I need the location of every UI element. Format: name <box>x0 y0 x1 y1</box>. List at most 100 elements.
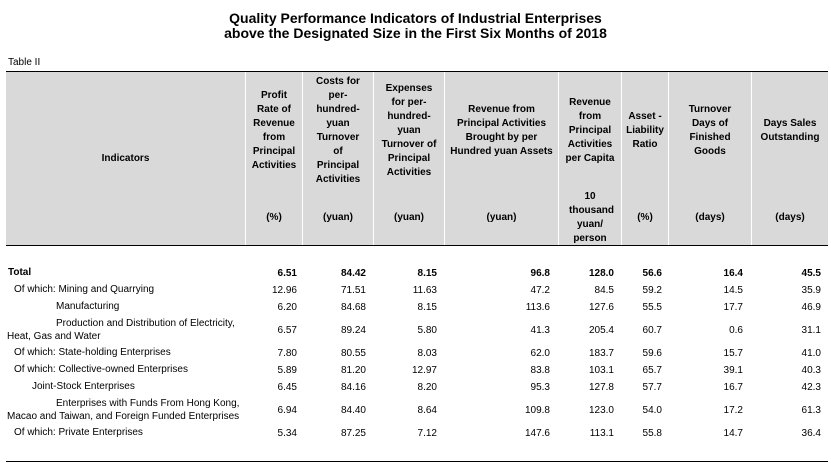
header-col-unit: (days) <box>775 211 805 223</box>
table-cell: 8.15 <box>417 301 437 313</box>
table-cell: 80.55 <box>340 347 366 359</box>
header-col-name: Revenue from Principal Activities per Ca… <box>565 97 615 164</box>
table-cell: 12.97 <box>411 364 437 376</box>
table-cell: 113.1 <box>589 427 614 439</box>
row-label: Joint-Stock Enterprises <box>32 381 135 392</box>
table-cell: 41.0 <box>801 347 821 359</box>
table-cell: 205.4 <box>588 325 614 336</box>
table-title: Quality Performance Indicators of Indust… <box>0 11 831 41</box>
table-cell: 8.20 <box>417 381 437 393</box>
table-cell: 65.7 <box>642 364 662 376</box>
title-line-1: Quality Performance Indicators of Indust… <box>229 10 602 26</box>
row-label: Of which: Collective-owned Enterprises <box>14 364 188 375</box>
table-cell: 46.9 <box>801 301 821 313</box>
table-cell: 128.0 <box>588 267 614 279</box>
table-cell: 36.4 <box>801 427 821 439</box>
header-col-unit: (days) <box>695 211 725 223</box>
row-label: Production and Distribution of Electrici… <box>7 318 235 342</box>
table-cell: 39.1 <box>723 364 743 376</box>
table-cell: 35.9 <box>801 284 821 296</box>
header-indicators: Indicators <box>101 153 150 164</box>
row-label: Of which: Private Enterprises <box>14 427 143 438</box>
table-cell: 6.94 <box>277 405 297 416</box>
table-cell: 103.1 <box>588 364 614 376</box>
table-cell: 54.0 <box>642 405 662 416</box>
table-cell: 31.1 <box>801 325 821 336</box>
table-cell: 5.89 <box>277 364 297 376</box>
table-cell: 57.7 <box>642 381 662 393</box>
table-cell: 61.3 <box>801 405 821 416</box>
table-cell: 84.68 <box>340 301 366 313</box>
table-cell: 81.20 <box>340 364 366 376</box>
table-cell: 56.6 <box>642 267 662 279</box>
header-col-name: Revenue from Principal Activities Brough… <box>450 104 553 157</box>
table-row: Of which: Private Enterprises 5.34 87.25… <box>6 426 828 440</box>
table-cell: 183.7 <box>588 347 614 359</box>
table-cell: 84.5 <box>594 284 614 296</box>
table-header: Indicators Profit Rate of Revenue from P… <box>6 71 828 246</box>
table-cell: 47.2 <box>530 284 550 296</box>
table-cell: 45.5 <box>801 267 821 279</box>
table-cell: 40.3 <box>801 364 821 376</box>
table-row: Production and Distribution of Electrici… <box>6 317 828 344</box>
table-cell: 17.7 <box>723 301 743 313</box>
header-col-revenue-assets: Revenue from Principal Activities Brough… <box>444 72 558 245</box>
table-cell: 17.2 <box>723 405 743 416</box>
header-col-unit: (%) <box>637 211 653 223</box>
table-cell: 16.4 <box>723 267 743 279</box>
table-cell: 14.7 <box>723 427 743 439</box>
table-cell: 113.6 <box>525 301 550 313</box>
table-cell: 60.7 <box>642 325 662 336</box>
row-label: Manufacturing <box>56 301 120 312</box>
title-line-2: above the Designated Size in the First S… <box>224 25 607 41</box>
header-col-expenses: Expenses for per-hundred-yuan Turnover o… <box>373 72 444 245</box>
header-col-profit-rate: Profit Rate of Revenue from Principal Ac… <box>245 72 302 245</box>
header-col-days-sales: Days Sales Outstanding (days) <box>751 72 828 245</box>
table-cell: 59.6 <box>642 347 662 359</box>
table-row: Joint-Stock Enterprises 6.45 84.16 8.20 … <box>6 380 828 394</box>
table-cell: 71.51 <box>340 284 366 296</box>
header-indicators-cell: Indicators <box>6 72 245 245</box>
table-cell: 87.25 <box>340 427 366 439</box>
table-cell: 62.0 <box>530 347 550 359</box>
header-col-unit: (yuan) <box>486 211 517 223</box>
table-cell: 59.2 <box>642 284 662 296</box>
row-label: Of which: State-holding Enterprises <box>14 347 171 358</box>
table-number-label: Table II <box>8 57 41 68</box>
table-cell: 109.8 <box>524 405 550 416</box>
table-row: Enterprises with Funds From Hong Kong, M… <box>6 397 828 424</box>
table-cell: 6.20 <box>277 301 297 313</box>
table-row: Of which: Mining and Quarrying 12.96 71.… <box>6 283 828 297</box>
header-col-revenue-per-capita: Revenue from Principal Activities per Ca… <box>558 72 621 245</box>
table-cell: 8.15 <box>417 267 437 279</box>
table-cell: 6.57 <box>277 325 297 336</box>
table-row: Manufacturing 6.20 84.68 8.15 113.6 127.… <box>6 300 828 314</box>
table-cell: 5.80 <box>417 325 437 336</box>
header-col-name: Expenses for per-hundred-yuan Turnover o… <box>381 83 437 178</box>
header-col-name: Profit Rate of Revenue from Principal Ac… <box>251 90 297 171</box>
header-col-costs: Costs for per-hundred-yuan Turnover of P… <box>302 72 373 245</box>
table-cell: 14.5 <box>723 284 743 296</box>
header-col-unit: (yuan) <box>394 211 424 223</box>
table-cell: 6.51 <box>277 267 297 279</box>
table-cell: 95.3 <box>530 381 550 393</box>
header-col-name: Asset - Liability Ratio <box>626 111 664 150</box>
table-row: Total 6.51 84.42 8.15 96.8 128.0 56.6 16… <box>6 266 828 280</box>
header-col-unit: (%) <box>266 211 282 223</box>
table-cell: 84.40 <box>340 405 366 416</box>
table-cell: 8.64 <box>417 405 437 416</box>
table-cell: 84.16 <box>340 381 366 393</box>
table-cell: 123.0 <box>588 405 614 416</box>
table-cell: 96.8 <box>530 267 550 279</box>
table-cell: 5.34 <box>277 427 297 439</box>
table-cell: 15.7 <box>723 347 743 359</box>
table-cell: 55.5 <box>642 301 662 313</box>
table-cell: 16.7 <box>723 381 743 393</box>
table-cell: 127.6 <box>588 301 614 313</box>
table-cell: 6.45 <box>277 381 297 393</box>
header-col-unit: (yuan) <box>323 211 353 223</box>
row-label: Of which: Mining and Quarrying <box>14 284 155 295</box>
table-cell: 42.3 <box>801 381 821 393</box>
header-col-name: Days Sales Outstanding <box>760 118 820 143</box>
table-cell: 8.03 <box>417 347 437 359</box>
